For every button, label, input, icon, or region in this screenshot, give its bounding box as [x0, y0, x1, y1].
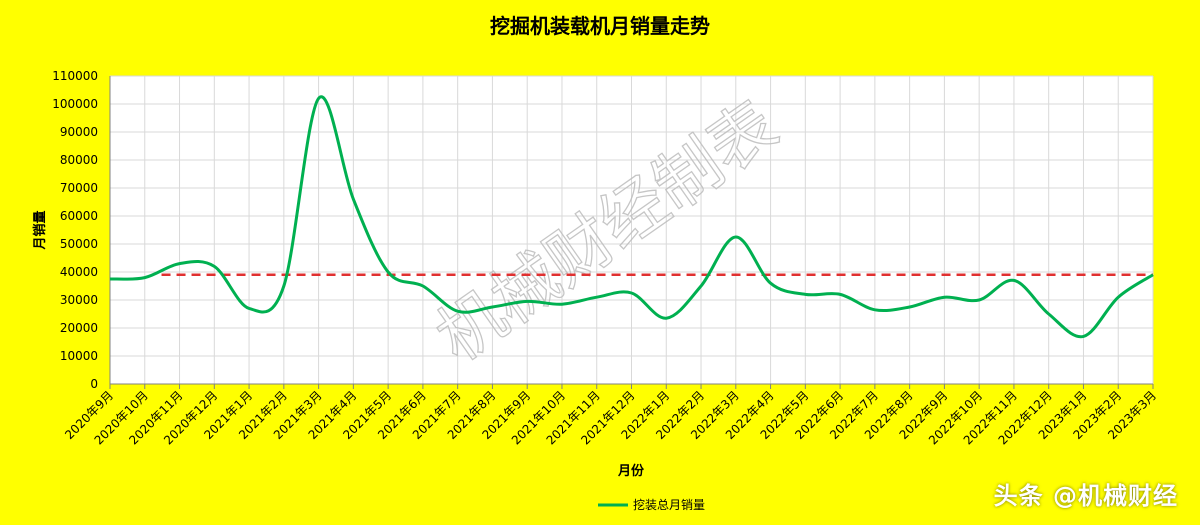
y-tick-label: 30000 — [60, 293, 98, 307]
y-tick-label: 100000 — [52, 97, 98, 111]
y-tick-label: 50000 — [60, 237, 98, 251]
y-tick-label: 70000 — [60, 181, 98, 195]
footer-logo: 头条 @机械财经 — [993, 482, 1178, 510]
y-tick-label: 80000 — [60, 153, 98, 167]
y-tick-label: 90000 — [60, 125, 98, 139]
legend-label: 挖装总月销量 — [633, 497, 705, 512]
y-tick-label: 60000 — [60, 209, 98, 223]
x-axis-label: 月份 — [617, 463, 645, 479]
series-line — [109, 95, 1154, 339]
y-tick-label: 0 — [90, 377, 98, 391]
y-tick-label: 40000 — [60, 265, 98, 279]
chart-title: 挖掘机装载机月销量走势 — [490, 14, 710, 38]
y-tick-label: 20000 — [60, 321, 98, 335]
y-tick-label: 110000 — [52, 69, 98, 83]
y-axis-label: 月销量 — [32, 210, 48, 250]
y-tick-label: 10000 — [60, 349, 98, 363]
